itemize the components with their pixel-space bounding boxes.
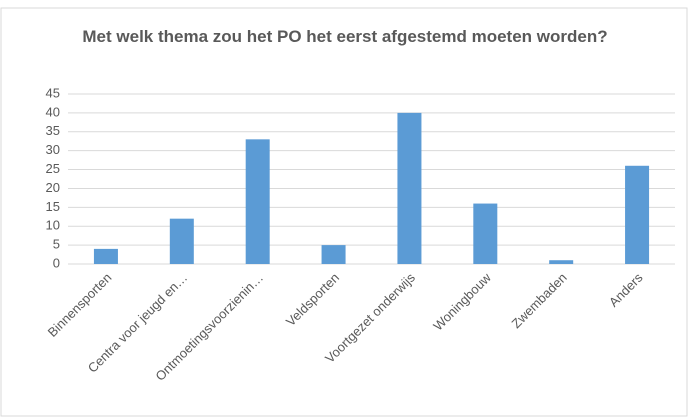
y-tick-label: 5 bbox=[53, 237, 60, 252]
bar bbox=[397, 112, 422, 264]
y-tick-label: 10 bbox=[46, 218, 60, 233]
bar bbox=[169, 218, 194, 264]
bar bbox=[321, 245, 346, 264]
y-tick-label: 30 bbox=[46, 142, 60, 157]
y-tick-label: 25 bbox=[46, 161, 60, 176]
bar bbox=[245, 139, 270, 264]
bar bbox=[473, 203, 498, 264]
y-tick-label: 15 bbox=[46, 199, 60, 214]
y-tick-label: 45 bbox=[46, 85, 60, 100]
y-tick-label: 40 bbox=[46, 104, 60, 119]
bar bbox=[549, 260, 574, 264]
y-tick-label: 0 bbox=[53, 255, 60, 270]
y-tick-label: 20 bbox=[46, 180, 60, 195]
chart-border bbox=[0, 7, 688, 417]
bar bbox=[93, 248, 118, 264]
chart-title: Met welk thema zou het PO het eerst afge… bbox=[82, 27, 608, 46]
y-tick-label: 35 bbox=[46, 123, 60, 138]
bar bbox=[625, 165, 650, 264]
